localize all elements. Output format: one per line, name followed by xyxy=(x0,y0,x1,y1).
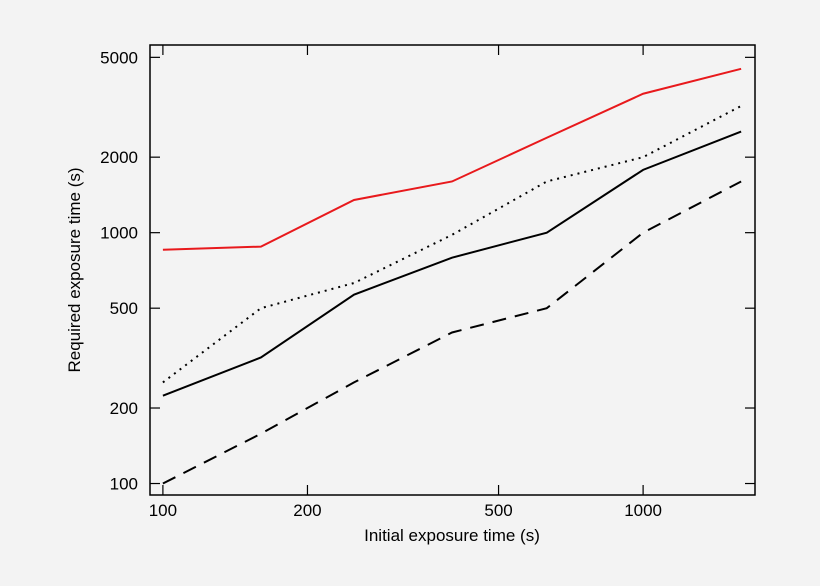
y-tick-label: 200 xyxy=(110,399,138,418)
x-tick-label: 200 xyxy=(293,501,321,520)
y-tick-label: 1000 xyxy=(100,224,138,243)
y-tick-label: 100 xyxy=(110,475,138,494)
y-tick-label: 5000 xyxy=(100,48,138,67)
line-series xyxy=(162,67,742,251)
plot-frame xyxy=(149,44,756,496)
line-series xyxy=(162,180,742,485)
y-axis-label: Required exposure time (s) xyxy=(65,167,84,372)
x-tick-label: 500 xyxy=(484,501,512,520)
x-tick-label: 100 xyxy=(149,501,177,520)
line-series xyxy=(162,130,742,397)
y-tick-label: 500 xyxy=(110,299,138,318)
x-axis-label: Initial exposure time (s) xyxy=(364,526,540,545)
x-tick-label: 1000 xyxy=(624,501,662,520)
y-tick-label: 2000 xyxy=(100,148,138,167)
